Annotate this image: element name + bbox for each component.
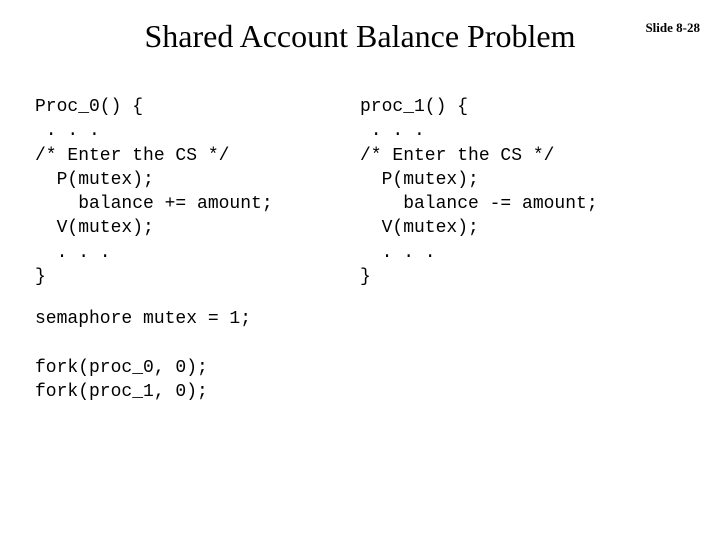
code-line: fork(proc_0, 0);	[35, 358, 208, 378]
code-line: /* Enter the CS */	[35, 146, 229, 166]
code-line: }	[35, 267, 46, 287]
code-line: . . .	[360, 243, 436, 263]
code-line: . . .	[35, 121, 100, 141]
page-title: Shared Account Balance Problem	[0, 0, 720, 95]
slide-number: Slide 8-28	[645, 20, 700, 36]
code-line: Proc_0() {	[35, 97, 143, 117]
code-line: . . .	[360, 121, 425, 141]
code-line: V(mutex);	[35, 218, 154, 238]
code-line: balance -= amount;	[360, 194, 598, 214]
proc0-code: Proc_0() { . . . /* Enter the CS */ P(mu…	[35, 95, 360, 289]
code-line: P(mutex);	[360, 170, 479, 190]
code-line: fork(proc_1, 0);	[35, 382, 208, 402]
code-line: V(mutex);	[360, 218, 479, 238]
bottom-code: semaphore mutex = 1; fork(proc_0, 0); fo…	[0, 289, 720, 404]
code-line: . . .	[35, 243, 111, 263]
code-line: balance += amount;	[35, 194, 273, 214]
code-line: semaphore mutex = 1;	[35, 309, 251, 329]
code-line: /* Enter the CS */	[360, 146, 554, 166]
proc1-code: proc_1() { . . . /* Enter the CS */ P(mu…	[360, 95, 685, 289]
code-line: proc_1() {	[360, 97, 468, 117]
code-line: P(mutex);	[35, 170, 154, 190]
code-line: }	[360, 267, 371, 287]
content-area: Proc_0() { . . . /* Enter the CS */ P(mu…	[0, 95, 720, 289]
